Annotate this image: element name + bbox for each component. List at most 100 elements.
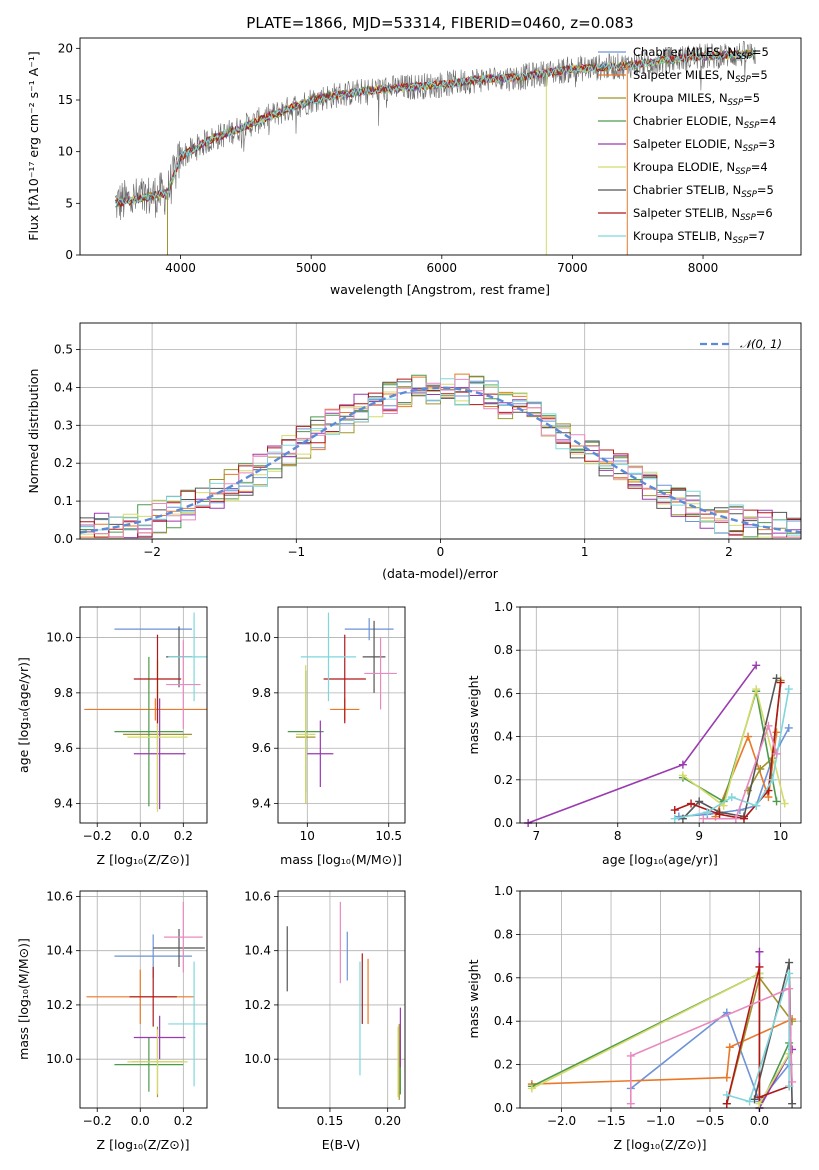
y-tick-label: 9.6 [54, 741, 73, 755]
errorbar-point [307, 720, 334, 787]
x-tick-label: −0.2 [83, 1114, 112, 1128]
y-tick-label: 15 [58, 93, 73, 107]
y-tick-label: 0 [65, 248, 73, 262]
massweight-marker [755, 947, 764, 956]
massweight-marker [785, 1082, 794, 1091]
spectrum-legend: Chabrier MILES, NSSP=5 Salpeter MILES, NS… [598, 45, 776, 246]
y-tick-label: 0.2 [494, 1058, 513, 1072]
massweight-series-line [678, 727, 790, 818]
massweight-marker [674, 812, 683, 821]
spectrum-title: PLATE=1866, MJD=53314, FIBERID=0460, z=0… [246, 14, 633, 32]
massweight-series-line [726, 966, 790, 1104]
mw-age-xlabel: age [log₁₀(age/yr)] [602, 852, 718, 867]
errorbar-point [133, 1015, 186, 1060]
y-tick-label: 0.2 [494, 773, 513, 787]
massweight-marker [756, 765, 765, 773]
spectrum-xlabel: wavelength [Angstrom, rest frame] [330, 282, 550, 297]
massweight-marker [752, 661, 761, 670]
y-tick-label: 10.2 [46, 998, 73, 1012]
x-tick-label: 10 [300, 829, 315, 843]
y-tick-label: 9.8 [54, 686, 73, 700]
massweight-marker [785, 958, 794, 967]
x-tick-label: 4000 [165, 261, 196, 275]
mass-ebv-xlabel: E(B-V) [322, 1137, 361, 1152]
y-tick-label: 0.6 [494, 686, 513, 700]
y-tick-label: 1.0 [494, 884, 513, 898]
y-tick-label: 10.0 [46, 630, 73, 644]
x-tick-label: 10 [773, 829, 788, 843]
y-tick-label: 0.6 [494, 971, 513, 985]
massweight-marker [699, 814, 708, 823]
y-tick-label: 0.4 [54, 380, 73, 394]
massweight-marker [722, 1090, 731, 1099]
massweight-marker [785, 969, 794, 978]
massweight-series-line [531, 1018, 793, 1085]
massweight-marker [695, 797, 704, 806]
x-tick-label: −2.0 [547, 1114, 576, 1128]
massweight-series-line [674, 688, 790, 820]
x-tick-label: 0.0 [750, 1114, 769, 1128]
massweight-marker [678, 814, 687, 823]
errorbar-point [84, 698, 207, 721]
x-tick-label: 0.2 [174, 829, 193, 843]
massweight-marker [772, 797, 781, 806]
y-tick-label: 10.0 [244, 630, 271, 644]
y-tick-label: 9.6 [252, 741, 271, 755]
massweight-marker [750, 1095, 759, 1104]
y-tick-label: 9.4 [252, 797, 271, 811]
x-tick-label: −0.5 [695, 1114, 724, 1128]
gaussian-curve [79, 386, 802, 534]
x-tick-label: −1.0 [646, 1114, 675, 1128]
x-tick-label: −1.5 [596, 1114, 625, 1128]
errorbar-point [344, 618, 394, 641]
x-tick-label: 10.5 [375, 829, 402, 843]
massweight-marker [784, 685, 793, 694]
massweight-marker [725, 1043, 734, 1052]
y-tick-label: 0.1 [54, 494, 73, 508]
massweight-marker [527, 1084, 536, 1093]
massweight-marker [752, 685, 761, 694]
spectrum-ylabel: Flux [fλ10⁻¹⁷ erg cm⁻² s⁻¹ A⁻¹] [26, 51, 41, 240]
y-tick-label: 0.0 [54, 532, 73, 546]
x-tick-label: 7 [532, 829, 540, 843]
x-tick-label: 7000 [557, 261, 588, 275]
errorbar-point [168, 612, 207, 702]
x-tick-label: 2 [725, 545, 733, 559]
massweight-series-line [630, 1011, 790, 1104]
errorbar-point [114, 1037, 184, 1092]
y-tick-label: 0.4 [494, 730, 513, 744]
residual-panel: −2 −1 0 1 2 0.0 0.1 0.2 0.3 0.4 0.5 (data-model)/e… [26, 322, 802, 581]
y-tick-label: 0.8 [494, 927, 513, 941]
massweight-marker [780, 799, 789, 808]
mass-vs-z-panel: −0.2 0.0 0.2 10.0 10.2 10.4 10.6 Z [log₁₀(Z/Z⊙… [16, 889, 208, 1152]
massweight-series-line [674, 682, 782, 820]
massweight-marker [755, 962, 764, 971]
errorbar-point [114, 656, 184, 807]
massweight-marker [772, 749, 781, 758]
y-tick-label: 10.4 [244, 944, 271, 958]
y-tick-label: 10 [58, 145, 73, 159]
massweight-marker [785, 984, 794, 993]
massweight-marker [722, 1099, 731, 1108]
massweight-marker [755, 1093, 764, 1102]
massweight-marker [703, 808, 712, 817]
massweight-marker [784, 723, 793, 732]
x-tick-label: 5000 [296, 261, 327, 275]
errorbar-point [300, 612, 357, 702]
y-tick-label: 10.0 [46, 1052, 73, 1066]
errorbar-point [127, 1029, 188, 1095]
spectrum-model-line [114, 49, 756, 207]
residual-histogram [80, 378, 801, 538]
y-tick-label: 10.6 [46, 889, 73, 903]
massweight-vs-z-panel: −2.0 −1.5 −1.0 −0.5 0.0 0.0 0.2 0.4 0.6 0.8 1.0 Z … [466, 884, 802, 1152]
mass-vs-ebv-panel: 0.15 0.20 10.0 10.2 10.4 10.6 E(B-V) [244, 889, 406, 1152]
y-tick-label: 0.5 [54, 343, 73, 357]
x-tick-label: 0.0 [131, 829, 150, 843]
x-tick-label: 8 [614, 829, 622, 843]
mass-z-ylabel: mass [log₁₀(M/M⊙)] [16, 938, 31, 1060]
svg-text:𝒩(0, 1): 𝒩(0, 1) [740, 337, 782, 351]
x-tick-label: 0 [437, 545, 445, 559]
y-tick-label: 0.8 [494, 643, 513, 657]
legend-label: Kroupa STELIB, NSSP=7 [633, 229, 765, 246]
y-tick-label: 10.6 [244, 889, 271, 903]
